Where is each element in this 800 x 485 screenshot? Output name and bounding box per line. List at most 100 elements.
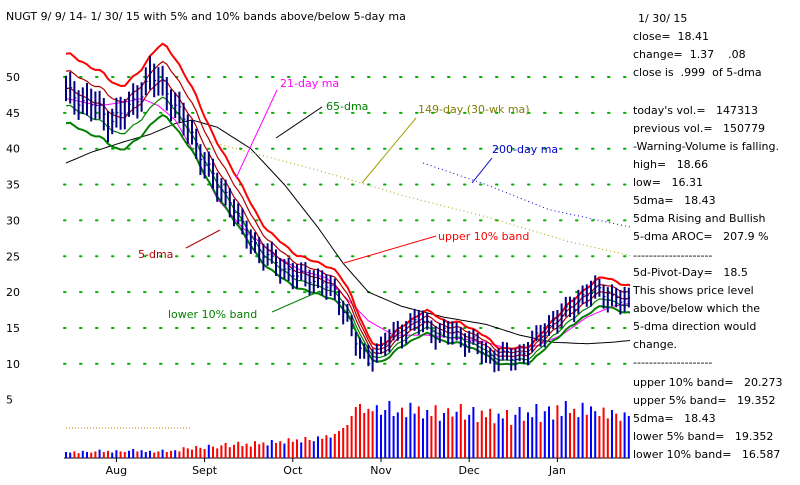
y-tick-label: 40 xyxy=(6,143,20,156)
volume-bar xyxy=(401,407,403,458)
volume-bars xyxy=(65,401,630,458)
y-tick-label: 5 xyxy=(6,394,13,407)
stat-close: close= 18.41 xyxy=(633,30,710,43)
stat-separator-1: -------------------- xyxy=(633,249,713,262)
volume-bar xyxy=(535,404,538,458)
x-tick-label: Dec xyxy=(459,464,480,477)
bands xyxy=(65,42,630,366)
volume-bar xyxy=(157,451,160,458)
volume-bar xyxy=(94,451,97,458)
volume-bar xyxy=(430,416,433,458)
volume-bar xyxy=(333,434,336,458)
volume-bar xyxy=(346,425,349,458)
volume-bar xyxy=(325,435,328,458)
volume-bar xyxy=(283,443,286,458)
volume-bar xyxy=(527,412,529,458)
x-axis: Aug Sept Oct Nov Dec Jan xyxy=(64,457,630,477)
volume-bar xyxy=(77,453,80,458)
volume-bar xyxy=(212,446,214,458)
x-tick-label: Nov xyxy=(370,464,392,477)
stat-date: 1/ 30/ 15 xyxy=(638,12,688,25)
volume-bar xyxy=(321,438,324,458)
volume-bar xyxy=(237,441,240,458)
volume-bar xyxy=(409,402,412,458)
label-pointer xyxy=(471,157,493,184)
volume-bar xyxy=(115,450,118,458)
volume-bar xyxy=(241,446,244,458)
chart-grid xyxy=(63,76,629,365)
stat-lower-10-band: lower 10% band= 16.587 xyxy=(633,448,781,461)
stat-pivot-day: 5d-Pivot-Day= 18.5 xyxy=(633,266,748,279)
y-tick-label: 15 xyxy=(6,322,20,335)
y-tick-label: 30 xyxy=(6,214,20,227)
volume-bar xyxy=(317,436,319,458)
y-tick-label: 50 xyxy=(6,71,20,84)
volume-bar xyxy=(304,437,307,458)
volume-bar xyxy=(329,437,332,458)
volume-bar xyxy=(203,449,206,458)
volume-bar xyxy=(90,452,93,458)
x-tick-label: Jan xyxy=(548,464,566,477)
label-pointer xyxy=(343,235,437,264)
stat-5dma-aroc: 5-dma AROC= 207.9 % xyxy=(633,230,769,243)
series-label: 5-dma xyxy=(138,248,173,261)
volume-bar xyxy=(73,451,76,458)
volume-bar xyxy=(506,410,508,458)
label-pointer xyxy=(185,229,221,249)
volume-bar xyxy=(220,445,223,458)
volume-bar xyxy=(556,405,559,458)
x-tick-label: Sept xyxy=(192,464,218,477)
volume-bar xyxy=(102,452,105,458)
ma149-line xyxy=(208,141,630,257)
lower-10-band-line xyxy=(65,113,630,366)
volume-bar xyxy=(438,420,441,458)
stat-pivot-note-2: above/below which the xyxy=(633,302,761,315)
dma5-line xyxy=(65,78,630,358)
volume-bar xyxy=(233,444,235,458)
volume-bar xyxy=(388,401,391,458)
volume-bar xyxy=(615,413,618,458)
label-pointer xyxy=(275,106,323,139)
volume-bar xyxy=(270,440,273,458)
volume-bar xyxy=(128,450,130,458)
stat-close-ratio: close is .999 of 5-dma xyxy=(633,66,762,79)
ma200-line xyxy=(422,162,630,228)
volume-bar xyxy=(459,404,462,458)
y-axis: 5 10 15 20 25 30 35 40 45 50 xyxy=(6,71,20,407)
volume-bar xyxy=(564,401,567,458)
volume-bar xyxy=(216,448,219,458)
volume-bar xyxy=(296,439,298,458)
stat-pivot-note-3: 5-dma direction would xyxy=(633,320,757,333)
stat-todays-volume: today's vol.= 147313 xyxy=(633,104,759,117)
stat-5dma-repeat: 5dma= 18.43 xyxy=(633,412,716,425)
volume-bar xyxy=(132,449,135,458)
volume-bar xyxy=(510,425,513,458)
volume-bar xyxy=(300,442,303,458)
volume-bar xyxy=(606,418,609,458)
volume-bar xyxy=(224,443,227,458)
series-label: 149-day (30-wk ma) xyxy=(418,103,530,116)
volume-bar xyxy=(585,414,588,458)
stat-5dma: 5dma= 18.43 xyxy=(633,194,716,207)
volume-bar xyxy=(396,412,399,458)
volume-bar xyxy=(543,411,546,458)
volume-bar xyxy=(581,402,584,458)
volume-bar xyxy=(485,417,487,458)
volume-bar xyxy=(111,452,114,458)
volume-bar xyxy=(291,441,294,458)
stat-upper-10-band: upper 10% band= 20.273 xyxy=(633,376,783,389)
volume-bar xyxy=(602,407,605,458)
volume-bar xyxy=(65,452,67,458)
stat-lower-5-band: lower 5% band= 19.352 xyxy=(633,430,774,443)
volume-bar xyxy=(623,412,626,458)
volume-bar xyxy=(342,428,345,458)
volume-bar xyxy=(207,444,210,458)
volume-bar xyxy=(560,416,563,458)
volume-bar xyxy=(140,450,143,458)
volume-bar xyxy=(611,410,613,458)
stat-high: high= 18.66 xyxy=(633,158,709,171)
volume-bar xyxy=(245,443,248,458)
stat-low: low= 16.31 xyxy=(633,176,703,189)
volume-bar xyxy=(417,406,420,458)
series-label: lower 10% band xyxy=(168,308,257,321)
